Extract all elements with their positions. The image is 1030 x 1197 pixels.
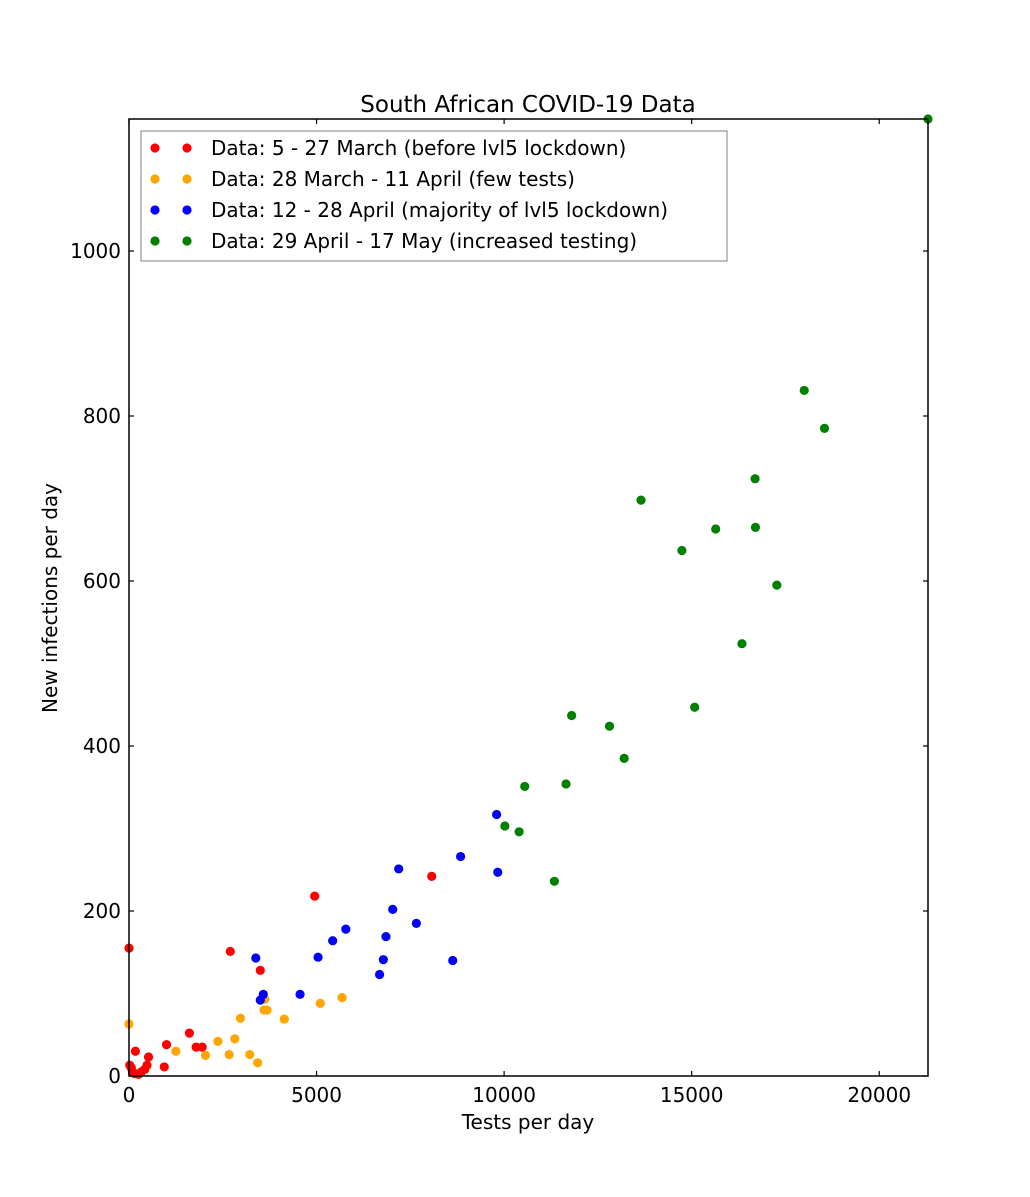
data-point [690,702,700,712]
legend-marker [150,236,160,246]
data-point [381,931,391,942]
data-point [225,946,235,957]
data-point [750,474,760,484]
legend-marker [182,174,192,184]
legend-entry: Data: 28 March - 11 April (few tests) [150,167,575,191]
data-point [258,989,268,999]
data-point [636,495,646,505]
legend-marker [150,174,160,184]
data-point [677,545,687,556]
data-point [411,918,421,928]
series-3 [251,809,503,1005]
data-point [604,721,615,731]
legend-marker [150,205,160,215]
series-2 [124,993,347,1068]
data-point [750,522,761,532]
x-tick-label: 0 [123,1083,136,1107]
data-point [772,580,782,590]
legend-marker [150,143,160,153]
y-axis-title: New infections per day [38,483,62,713]
data-point [171,1046,181,1056]
series-4 [500,114,933,886]
legend: Data: 5 - 27 March (before lvl5 lockdown… [140,130,728,262]
y-tick-label: 200 [83,899,121,923]
data-point [737,639,747,649]
legend-label: Data: 5 - 27 March (before lvl5 lockdown… [211,136,626,160]
data-point [184,1028,194,1038]
data-point [262,1005,272,1015]
data-point [567,710,577,721]
chart-title: South African COVID-19 Data [360,92,695,118]
data-point [159,1062,169,1072]
data-points [124,114,933,1079]
legend-label: Data: 28 March - 11 April (few tests) [211,167,575,191]
data-point [388,904,398,914]
data-point [245,1049,255,1060]
data-point [230,1034,240,1044]
x-axis: 0 5000 10000 15000 20000 [123,119,911,1107]
legend-label: Data: 12 - 28 April (majority of lvl5 lo… [211,198,668,222]
x-axis-title: Tests per day [461,1110,595,1134]
data-point [374,969,385,980]
data-point [315,998,325,1009]
data-point [427,871,437,881]
data-point [224,1049,234,1060]
data-point [448,955,458,966]
x-tick-label: 15000 [660,1083,724,1107]
data-point [341,924,351,934]
data-point [279,1014,289,1024]
data-point [493,867,503,877]
legend-entry: Data: 29 April - 17 May (increased testi… [150,229,637,253]
y-tick-label: 0 [108,1064,121,1088]
x-tick-label: 20000 [847,1083,911,1107]
data-point [197,1042,207,1052]
y-axis: 0 200 400 600 800 1000 [70,239,928,1088]
data-point [200,1050,211,1060]
data-point [235,1013,246,1023]
data-point [520,781,530,792]
data-point [394,864,404,874]
data-point [619,753,629,763]
data-point [310,891,320,901]
data-point [799,385,809,396]
data-point [251,953,261,963]
data-point [819,423,830,433]
y-tick-label: 400 [83,734,121,758]
y-tick-label: 1000 [70,239,121,263]
legend-entry: Data: 5 - 27 March (before lvl5 lockdown… [150,136,626,160]
data-point [142,1060,152,1070]
data-point [561,779,571,789]
data-point [549,876,559,886]
data-point [130,1046,140,1056]
data-point [500,821,510,831]
data-point [253,1058,263,1068]
data-point [143,1052,154,1062]
x-tick-label: 5000 [291,1083,342,1107]
data-point [161,1040,172,1050]
legend-marker [182,143,192,153]
data-point [514,827,524,837]
x-tick-label: 10000 [472,1083,536,1107]
data-point [255,965,265,976]
legend-marker [182,205,192,215]
data-point [213,1036,223,1046]
data-point [295,989,305,999]
data-point [378,955,388,965]
data-point [456,851,466,862]
data-point [313,952,323,962]
data-point [711,524,721,534]
plot-frame [128,118,929,1077]
y-tick-label: 600 [83,569,121,593]
legend-marker [182,236,192,246]
legend-label: Data: 29 April - 17 May (increased testi… [211,229,637,253]
data-point [328,936,338,946]
data-point [492,809,502,820]
legend-entry: Data: 12 - 28 April (majority of lvl5 lo… [150,198,668,222]
legend-box [140,130,728,262]
y-tick-label: 800 [83,404,121,428]
data-point [337,993,347,1003]
